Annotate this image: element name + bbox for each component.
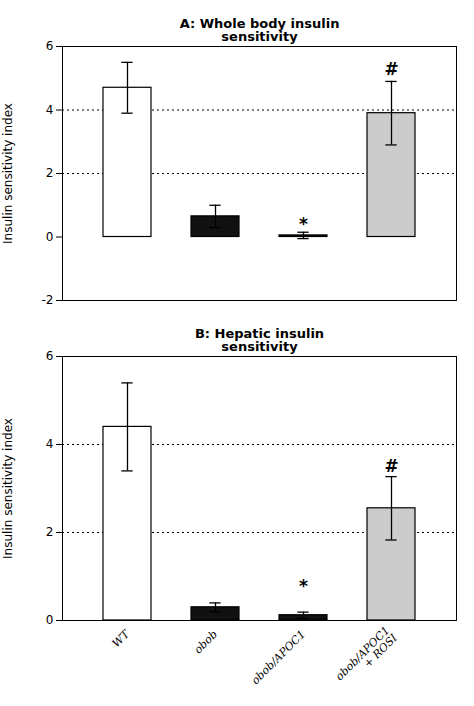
svg-text:4: 4 [46, 103, 54, 117]
svg-text:6: 6 [46, 349, 54, 363]
svg-text:Insulin sensitivity index: Insulin sensitivity index [1, 103, 15, 244]
svg-text:obob/APOC1+ ROSI: obob/APOC1+ ROSI [333, 623, 400, 690]
svg-text:0: 0 [46, 613, 54, 627]
svg-text:2: 2 [46, 525, 54, 539]
svg-text:0: 0 [46, 230, 54, 244]
svg-text:*: * [299, 214, 308, 234]
svg-text:obob/APOC1: obob/APOC1 [249, 628, 308, 687]
svg-text:4: 4 [46, 437, 54, 451]
svg-text:Insulin sensitivity index: Insulin sensitivity index [1, 418, 15, 559]
svg-text:WT: WT [110, 627, 134, 651]
svg-text:B: Hepatic insulinsensitivity: B: Hepatic insulinsensitivity [195, 326, 324, 354]
svg-text:obob: obob [192, 628, 221, 657]
svg-text:A: Whole body insulinsensitivi: A: Whole body insulinsensitivity [180, 16, 340, 44]
svg-text:-2: -2 [42, 293, 54, 307]
svg-text:#: # [384, 456, 398, 476]
svg-text:6: 6 [46, 39, 54, 53]
svg-text:*: * [299, 576, 308, 596]
svg-text:#: # [384, 59, 398, 79]
svg-text:2: 2 [46, 166, 54, 180]
